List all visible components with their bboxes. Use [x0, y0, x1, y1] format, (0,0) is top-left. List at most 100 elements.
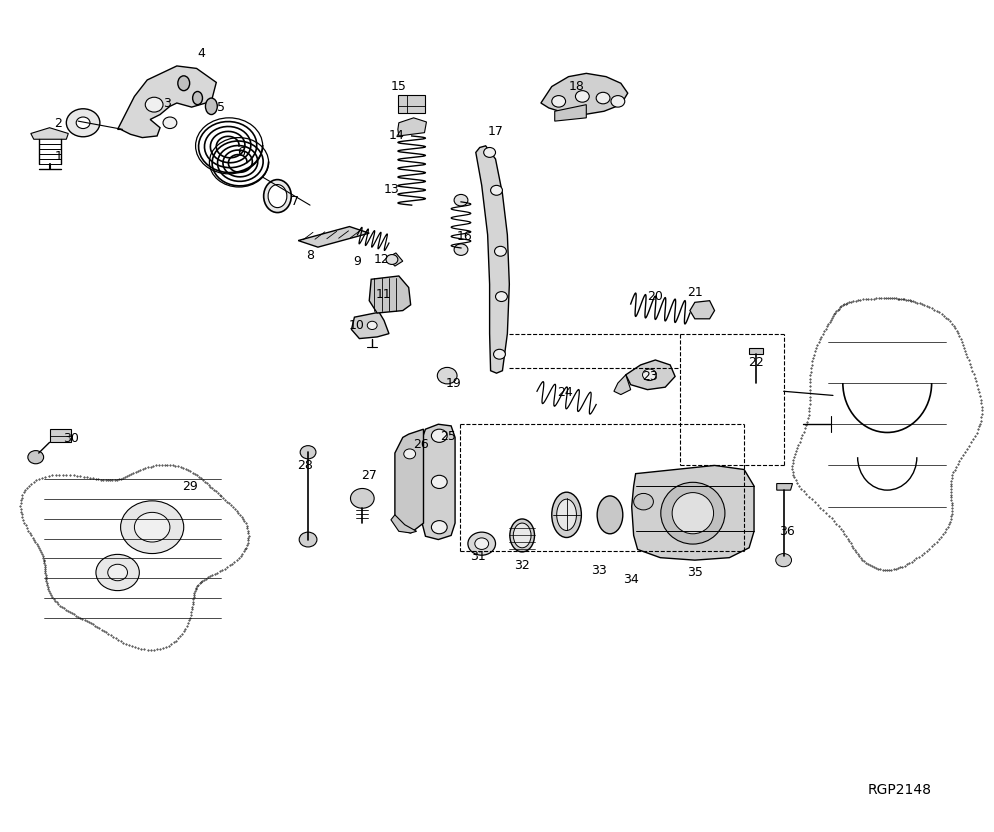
Text: 23: 23 [642, 370, 658, 383]
Ellipse shape [193, 92, 203, 105]
Circle shape [642, 369, 656, 380]
Circle shape [431, 521, 446, 534]
Circle shape [163, 117, 177, 128]
Circle shape [350, 488, 374, 508]
Polygon shape [391, 515, 416, 533]
Text: 33: 33 [590, 564, 606, 577]
Ellipse shape [267, 185, 286, 208]
Circle shape [610, 96, 624, 107]
Text: 35: 35 [686, 566, 702, 579]
Circle shape [77, 117, 89, 128]
Ellipse shape [660, 483, 725, 544]
Ellipse shape [509, 519, 534, 552]
Circle shape [404, 449, 415, 458]
Circle shape [453, 244, 467, 255]
Text: 11: 11 [376, 288, 392, 300]
Text: 20: 20 [647, 290, 663, 303]
Polygon shape [613, 375, 630, 394]
Circle shape [145, 97, 163, 112]
Circle shape [299, 532, 317, 547]
Circle shape [775, 553, 791, 567]
Polygon shape [776, 483, 791, 490]
Polygon shape [398, 118, 426, 136]
Text: 3: 3 [163, 97, 171, 110]
Circle shape [493, 349, 505, 359]
Circle shape [474, 538, 488, 549]
Polygon shape [395, 429, 423, 533]
Circle shape [300, 446, 316, 458]
Polygon shape [298, 226, 369, 247]
Text: 36: 36 [778, 525, 793, 537]
Text: 6: 6 [237, 146, 245, 159]
Text: 7: 7 [291, 196, 299, 208]
Circle shape [134, 513, 170, 542]
Circle shape [483, 147, 495, 157]
Circle shape [552, 96, 565, 107]
Text: 1: 1 [55, 150, 63, 163]
Text: 13: 13 [384, 183, 400, 196]
Ellipse shape [596, 496, 622, 534]
Polygon shape [748, 349, 762, 354]
Polygon shape [631, 465, 753, 560]
Circle shape [595, 92, 609, 104]
Circle shape [633, 493, 653, 510]
Ellipse shape [205, 98, 217, 115]
Circle shape [386, 255, 398, 265]
Polygon shape [625, 360, 674, 389]
Text: 28: 28 [297, 459, 313, 472]
Text: 19: 19 [444, 377, 460, 389]
Circle shape [437, 368, 456, 384]
Ellipse shape [672, 493, 713, 534]
Text: 9: 9 [353, 255, 361, 268]
Bar [50, 429, 72, 443]
Circle shape [431, 429, 446, 443]
Text: 30: 30 [64, 432, 80, 445]
Text: 15: 15 [391, 80, 407, 93]
Ellipse shape [178, 76, 190, 91]
Polygon shape [117, 66, 216, 137]
Polygon shape [422, 424, 454, 539]
Polygon shape [689, 300, 714, 319]
Text: 4: 4 [198, 47, 205, 60]
Text: 26: 26 [413, 438, 428, 451]
Text: 21: 21 [686, 286, 702, 299]
Circle shape [494, 246, 506, 256]
Circle shape [495, 292, 507, 301]
Circle shape [431, 475, 446, 488]
Text: 22: 22 [747, 356, 763, 369]
Text: 16: 16 [456, 230, 472, 243]
Polygon shape [351, 312, 389, 339]
Polygon shape [387, 253, 403, 266]
Circle shape [67, 109, 99, 136]
Text: 25: 25 [439, 430, 455, 443]
Circle shape [490, 186, 502, 196]
Text: 10: 10 [348, 319, 364, 332]
Circle shape [467, 532, 495, 555]
Ellipse shape [263, 180, 291, 212]
Ellipse shape [552, 493, 580, 537]
Bar [398, 95, 425, 113]
Text: RGP2148: RGP2148 [867, 783, 930, 796]
Polygon shape [31, 128, 69, 139]
Circle shape [453, 195, 467, 206]
Text: 17: 17 [487, 126, 503, 138]
Polygon shape [475, 146, 509, 374]
Text: 14: 14 [389, 130, 405, 142]
Ellipse shape [513, 523, 531, 547]
Text: 2: 2 [55, 117, 63, 130]
Text: 5: 5 [217, 101, 225, 114]
Circle shape [95, 554, 139, 591]
Polygon shape [555, 105, 585, 121]
Circle shape [120, 501, 184, 553]
Text: 27: 27 [361, 468, 377, 482]
Circle shape [28, 451, 44, 463]
Circle shape [575, 91, 588, 102]
Text: 18: 18 [568, 80, 583, 93]
Text: 32: 32 [514, 559, 530, 572]
Text: 31: 31 [469, 549, 485, 562]
Circle shape [367, 321, 377, 329]
Text: 8: 8 [306, 249, 314, 262]
Text: 29: 29 [182, 479, 198, 493]
Polygon shape [369, 276, 411, 313]
Ellipse shape [556, 499, 576, 531]
